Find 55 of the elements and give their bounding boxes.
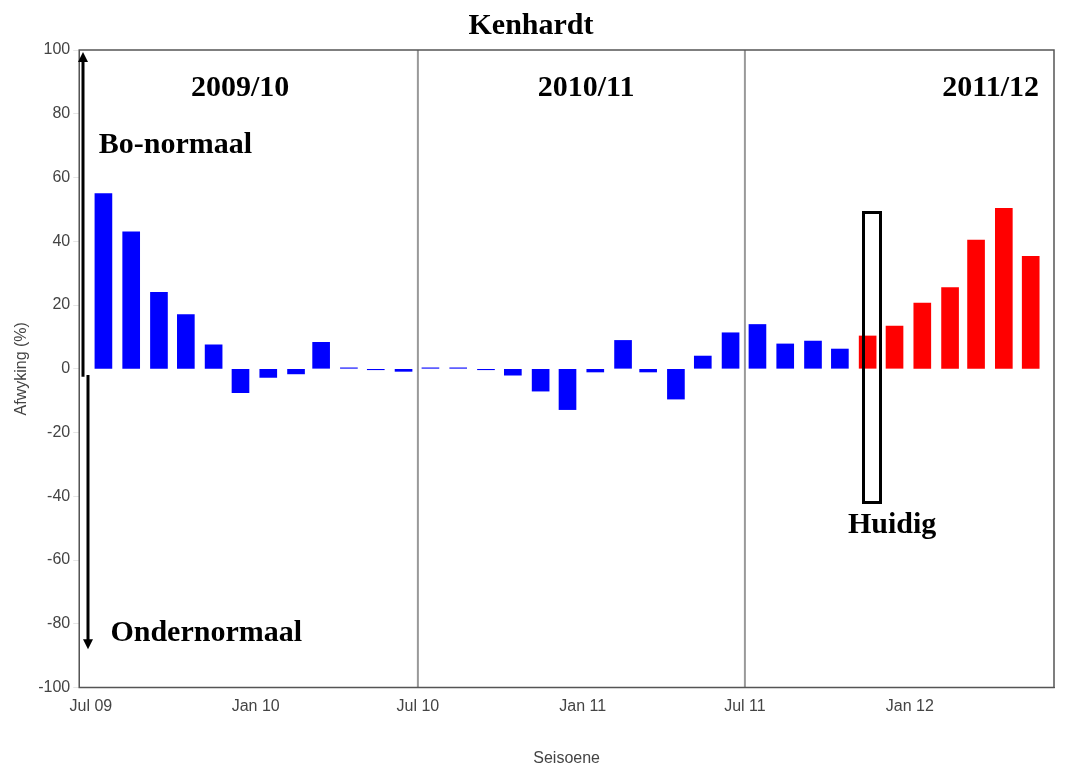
bar: [748, 324, 767, 369]
annotation: Ondernormaal: [110, 614, 303, 648]
bar: [231, 368, 250, 394]
bar: [639, 368, 657, 373]
y-tick-label: 20: [52, 295, 71, 313]
bar: [504, 368, 522, 376]
y-tick-label: 80: [52, 104, 71, 122]
bar: [995, 208, 1013, 369]
y-tick-label: -60: [47, 550, 71, 568]
bar: [693, 355, 712, 369]
y-tick-label: 100: [43, 40, 71, 58]
x-tick-label: Jan 11: [559, 696, 607, 714]
bar: [913, 302, 932, 369]
x-axis-title: Seisoene: [533, 748, 601, 766]
bar: [831, 348, 849, 369]
bar: [558, 368, 577, 410]
bar: [312, 342, 330, 369]
bar: [721, 332, 740, 369]
bar: [259, 368, 278, 378]
annotation: 2010/11: [537, 69, 635, 103]
bar: [967, 239, 985, 369]
bar: [614, 340, 632, 369]
annotation: Bo-normaal: [98, 126, 253, 160]
x-tick-label: Jan 12: [885, 696, 934, 714]
bar: [177, 314, 195, 369]
bar: [150, 291, 168, 369]
bar: [586, 368, 605, 373]
bar: [885, 325, 904, 369]
x-tick-label: Jul 10: [396, 696, 440, 714]
annotation: Huidig: [848, 506, 937, 540]
y-tick-label: -100: [38, 678, 71, 696]
bar: [776, 343, 795, 369]
bar: [667, 368, 685, 400]
chart-title: Kenhardt: [468, 6, 594, 40]
annotation: 2009/10: [190, 69, 290, 103]
x-tick-label: Jan 10: [231, 696, 280, 714]
y-tick-label: 60: [52, 167, 71, 185]
x-tick-label: Jul 11: [724, 696, 766, 714]
bar: [1021, 255, 1040, 369]
annotation: 2011/12: [942, 69, 1039, 103]
bar: [804, 340, 822, 369]
y-tick-label: 40: [52, 231, 71, 249]
bar: [941, 287, 959, 369]
bar: [531, 368, 550, 392]
bar: [204, 344, 223, 369]
bar: [94, 193, 113, 369]
y-tick-label: -80: [47, 614, 71, 632]
x-tick-label: Jul 09: [69, 696, 113, 714]
y-axis-title: Afwyking (%): [12, 322, 30, 416]
bar: [394, 368, 413, 372]
y-tick-label: 0: [61, 359, 71, 377]
bar: [122, 231, 141, 369]
y-tick-label: -40: [47, 486, 71, 504]
y-tick-label: -20: [47, 422, 71, 440]
bar: [287, 368, 305, 375]
